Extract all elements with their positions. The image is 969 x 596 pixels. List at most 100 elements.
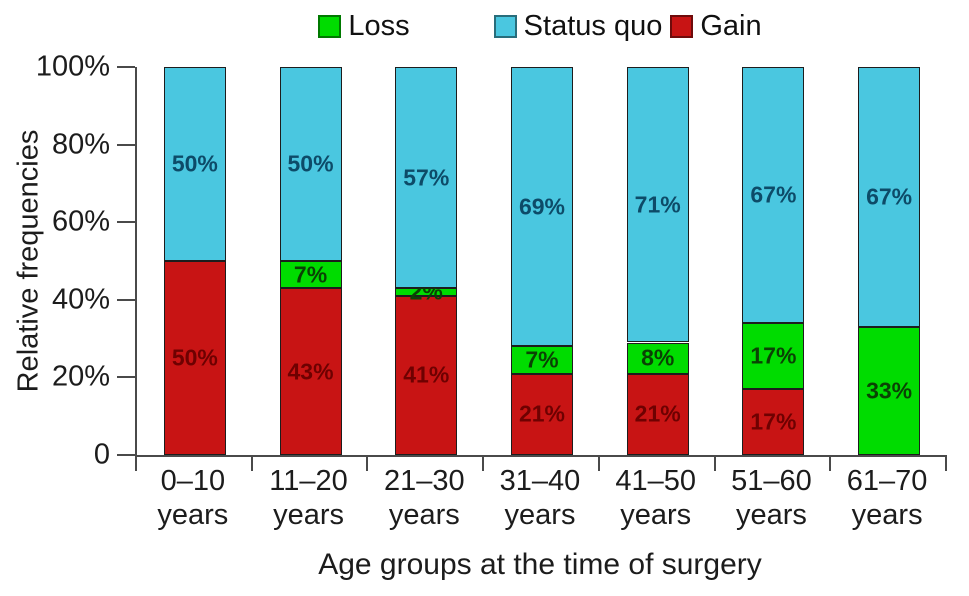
- legend-swatch-icon: [670, 14, 694, 38]
- bar-value-label: 57%: [403, 164, 450, 191]
- y-tick-mark: [117, 298, 135, 301]
- stacked-bar: 43% 7% 50%: [279, 67, 342, 455]
- bar-value-label: 41%: [403, 361, 450, 388]
- bar-value-label: 33%: [866, 377, 913, 404]
- x-tick-mark: [135, 457, 137, 471]
- y-tick-mark: [117, 376, 135, 379]
- stacked-bar: 21% 8% 71%: [626, 67, 689, 455]
- y-tick-label: 60%: [51, 205, 110, 238]
- x-category-unit: years: [388, 499, 460, 531]
- x-axis-title: Age groups at the time of surgery: [318, 548, 762, 581]
- bar-segment-loss: 17%: [742, 323, 805, 390]
- bar-segment-gain: 21%: [626, 373, 689, 455]
- x-category-label: 51–60 years: [714, 464, 830, 532]
- bar-segment-loss: 7%: [510, 346, 573, 374]
- bar-group: 43% 7% 50%: [253, 67, 369, 455]
- bar-segment-gain: 21%: [510, 373, 573, 455]
- bar-segment-status-quo: 71%: [626, 67, 689, 343]
- stacked-bar: 41% 2% 57%: [395, 67, 458, 455]
- y-axis-tick-labels: 0 20% 40% 60% 80% 100%: [0, 52, 110, 469]
- bar-segment-loss: 2%: [395, 280, 458, 303]
- x-category-unit: years: [273, 499, 345, 531]
- bar-segment-status-quo: 57%: [395, 67, 458, 289]
- x-category-range: 0–10: [160, 465, 226, 497]
- legend-label: Status quo: [523, 9, 663, 42]
- x-category-range: 21–30: [383, 465, 465, 497]
- bar-group: 17% 17% 67%: [716, 67, 832, 455]
- bar-value-label: 71%: [634, 191, 681, 218]
- y-tick-label: 20%: [51, 360, 110, 393]
- y-tick-mark: [117, 454, 135, 456]
- legend-item-loss: Loss: [318, 9, 410, 43]
- legend-swatch-icon: [318, 14, 342, 38]
- bar-segment-status-quo: 50%: [279, 67, 342, 261]
- x-category-label: 21–30 years: [366, 464, 482, 532]
- x-category-range: 31–40: [499, 465, 581, 497]
- x-tick-mark: [250, 457, 253, 471]
- y-tick-label: 100%: [35, 50, 110, 83]
- x-category-range: 61–70: [846, 465, 928, 497]
- y-tick-mark: [117, 66, 135, 68]
- x-category-range: 41–50: [615, 465, 697, 497]
- y-tick-mark: [117, 143, 135, 146]
- bar-segment-loss: 7%: [279, 261, 342, 289]
- x-category-unit: years: [735, 499, 807, 531]
- x-tick-mark: [713, 457, 716, 471]
- bar-segment-status-quo: 69%: [510, 67, 573, 347]
- stacked-bar: 21% 7% 69%: [510, 67, 573, 455]
- x-category-label: 11–20 years: [251, 464, 367, 532]
- bar-segment-status-quo: 67%: [858, 67, 921, 327]
- bar-value-label: 43%: [287, 358, 334, 385]
- bar-group: 21% 7% 69%: [484, 67, 600, 455]
- bar-value-label: 17%: [750, 342, 797, 369]
- bar-segment-gain: 41%: [395, 295, 458, 455]
- x-category-unit: years: [504, 499, 576, 531]
- y-tick-mark: [117, 221, 135, 224]
- legend-label: Gain: [700, 9, 762, 42]
- bar-segment-status-quo: 67%: [742, 67, 805, 324]
- x-category-label: 61–70 years: [829, 464, 945, 532]
- x-tick-mark: [829, 457, 832, 471]
- x-category-unit: years: [157, 499, 229, 531]
- bar-segment-status-quo: 50%: [163, 67, 226, 261]
- bar-value-label: 21%: [634, 400, 681, 427]
- bar-value-label: 50%: [287, 150, 334, 177]
- bar-value-label: 69%: [518, 193, 565, 220]
- bar-value-label: 21%: [518, 400, 565, 427]
- x-category-label: 0–10 years: [135, 464, 251, 532]
- plot-area: 50% 50% 43% 7% 50% 41% 2% 57% 21% 7% 69% 21% 8% 71% 17…: [117, 66, 947, 471]
- bar-group: 41% 2% 57%: [368, 67, 484, 455]
- x-tick-mark: [945, 457, 947, 471]
- x-tick-mark: [482, 457, 485, 471]
- x-category-unit: years: [851, 499, 923, 531]
- bar-group: 21% 8% 71%: [600, 67, 716, 455]
- x-category-label: 41–50 years: [598, 464, 714, 532]
- x-category-range: 51–60: [731, 465, 812, 497]
- y-tick-label: 0: [93, 438, 110, 471]
- legend-item-gain: Gain: [670, 9, 762, 43]
- bar-segment-gain: 17%: [742, 389, 805, 455]
- bar-segment-loss: 33%: [858, 326, 921, 455]
- x-category-unit: years: [620, 499, 692, 531]
- bar-segment-loss: 8%: [626, 342, 689, 374]
- bar-segment-gain: 43%: [279, 288, 342, 455]
- y-tick-label: 40%: [51, 283, 110, 316]
- stacked-bar: 33% 67%: [858, 67, 921, 455]
- bar-value-label: 50%: [171, 344, 218, 371]
- y-tick-label: 80%: [51, 128, 110, 161]
- bar-group: 33% 67%: [831, 67, 947, 455]
- bar-value-label: 17%: [750, 408, 797, 435]
- bar-value-label: 67%: [866, 183, 913, 210]
- bar-group: 50% 50%: [137, 67, 253, 455]
- bar-value-label: 67%: [750, 181, 797, 208]
- legend: Loss Status quo Gain: [135, 6, 945, 46]
- bar-value-label: 8%: [641, 344, 675, 371]
- legend-label: Loss: [348, 9, 410, 42]
- x-category-range: 11–20: [269, 465, 348, 497]
- stacked-bar: 17% 17% 67%: [742, 67, 805, 455]
- x-axis-labels: 0–10 years 11–20 years 21–30 years 31–40 years 4…: [135, 464, 945, 536]
- bar-value-label: 7%: [293, 261, 328, 288]
- legend-swatch-icon: [493, 14, 517, 38]
- bar-value-label: 7%: [525, 346, 559, 373]
